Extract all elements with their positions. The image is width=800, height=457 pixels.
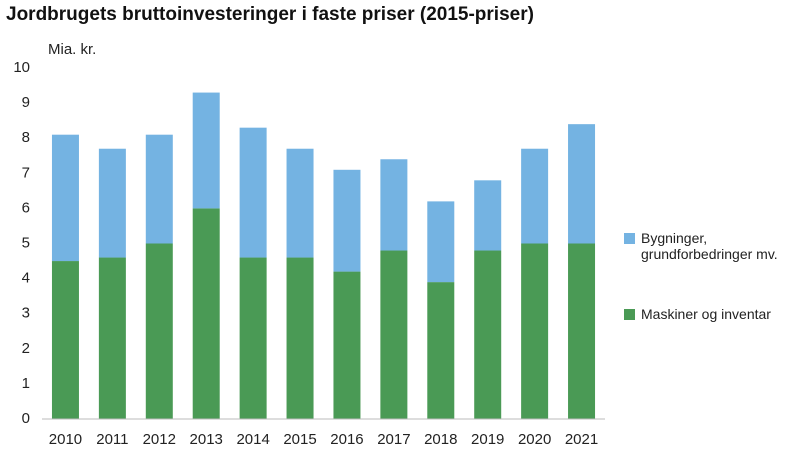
x-tick-label: 2018 xyxy=(424,431,457,448)
bar-segment xyxy=(239,257,267,419)
y-tick-label: 10 xyxy=(13,59,30,76)
bar-segment xyxy=(145,243,173,419)
x-tick-label: 2011 xyxy=(96,431,128,448)
y-tick-label: 3 xyxy=(22,305,30,322)
bar-segment xyxy=(521,243,549,419)
legend-item: Maskiner og inventar xyxy=(624,306,794,322)
y-tick-label: 2 xyxy=(22,340,30,357)
bar-segment xyxy=(333,169,361,272)
x-tick-label: 2013 xyxy=(190,431,223,448)
x-tick-label: 2015 xyxy=(283,431,316,448)
bar-segment xyxy=(427,282,455,419)
legend-item: Bygninger, grundforbedringer mv. xyxy=(624,230,794,262)
bar-segment xyxy=(333,271,361,419)
chart-title: Jordbrugets bruttoinvesteringer i faste … xyxy=(6,4,534,25)
x-tick-label: 2010 xyxy=(49,431,82,448)
y-axis-label: Mia. kr. xyxy=(48,41,96,58)
legend-label: Maskiner og inventar xyxy=(641,306,771,322)
bar-segment xyxy=(239,127,267,258)
y-tick-label: 5 xyxy=(22,234,30,251)
y-tick-label: 9 xyxy=(22,94,30,111)
bar-segment xyxy=(427,201,455,283)
bar-segment xyxy=(98,148,126,258)
bar-segment xyxy=(474,250,502,419)
bar-segment xyxy=(380,159,408,251)
bar-segment xyxy=(521,148,549,244)
bar-segment xyxy=(286,257,314,419)
bar-segment xyxy=(474,180,502,251)
y-tick-label: 4 xyxy=(22,270,30,287)
legend-swatch xyxy=(624,309,635,320)
bar-segment xyxy=(145,134,173,244)
x-tick-label: 2019 xyxy=(471,431,504,448)
bar-segment xyxy=(192,208,220,419)
bar-segment xyxy=(51,261,79,419)
bar-segment xyxy=(380,250,408,419)
bar-segment xyxy=(51,134,79,262)
x-tick-label: 2012 xyxy=(143,431,176,448)
bar-segment xyxy=(568,124,596,244)
bar-segment xyxy=(286,148,314,258)
y-tick-label: 0 xyxy=(22,410,30,427)
bar-segment xyxy=(98,257,126,419)
x-tick-label: 2017 xyxy=(377,431,410,448)
y-tick-label: 7 xyxy=(22,164,30,181)
x-tick-label: 2016 xyxy=(330,431,363,448)
x-tick-label: 2020 xyxy=(518,431,551,448)
y-tick-label: 1 xyxy=(22,375,30,392)
bar-segment xyxy=(192,92,220,209)
y-tick-label: 8 xyxy=(22,129,30,146)
x-tick-label: 2014 xyxy=(236,431,269,448)
x-tick-label: 2021 xyxy=(565,431,598,448)
y-tick-label: 6 xyxy=(22,199,30,216)
legend-swatch xyxy=(624,233,635,244)
bar-segment xyxy=(568,243,596,419)
legend-label: Bygninger, grundforbedringer mv. xyxy=(641,230,778,262)
